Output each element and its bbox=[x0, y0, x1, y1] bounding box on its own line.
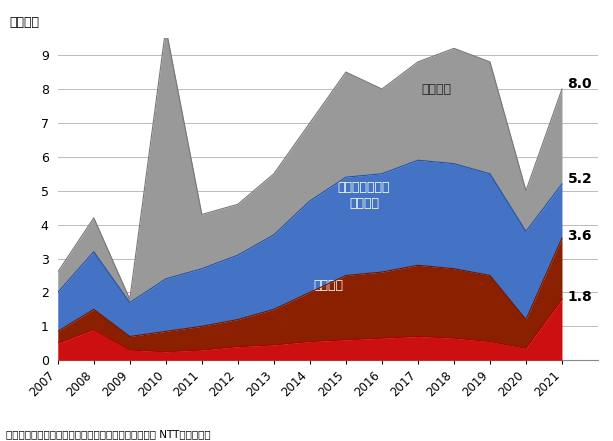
Text: 出所）海外事業活動基本調査・企業活動基本調査より NTTデータ作成: 出所）海外事業活動基本調査・企業活動基本調査より NTTデータ作成 bbox=[6, 429, 211, 439]
Text: 1.8: 1.8 bbox=[568, 291, 592, 304]
Text: 現地法人からの
受取収益: 現地法人からの 受取収益 bbox=[338, 181, 390, 210]
Text: 3.6: 3.6 bbox=[568, 229, 592, 243]
Text: 8.0: 8.0 bbox=[568, 77, 592, 91]
Text: 国内利益: 国内利益 bbox=[421, 82, 451, 96]
Text: 輸出利益: 輸出利益 bbox=[313, 279, 343, 292]
Text: （兆円）: （兆円） bbox=[9, 15, 39, 29]
Text: 5.2: 5.2 bbox=[568, 172, 592, 186]
Text: 輸出利益（うち現法向け除き）: 輸出利益（うち現法向け除き） bbox=[279, 345, 377, 358]
